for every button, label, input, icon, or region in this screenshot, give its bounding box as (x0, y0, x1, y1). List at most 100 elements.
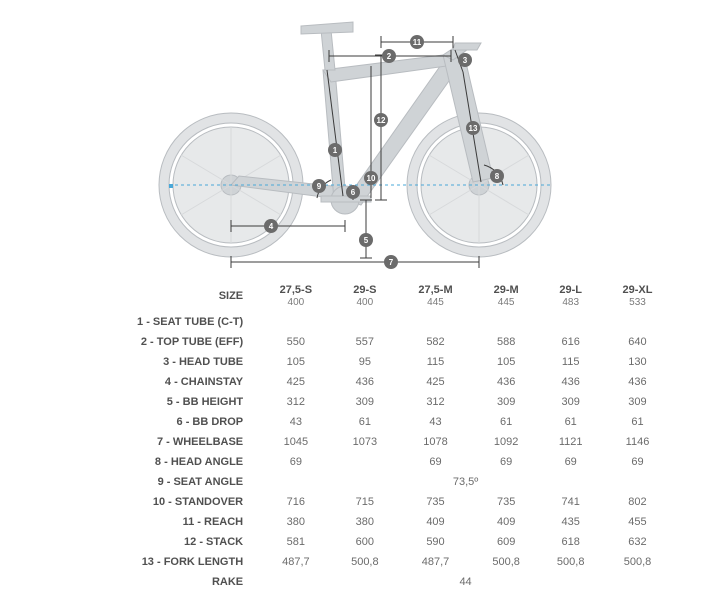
table-row: 5 - BB HEIGHT312309312309309309 (30, 392, 672, 412)
cell: 130 (603, 352, 672, 372)
size-col-1: 29-S400 (333, 280, 398, 312)
cell: 115 (397, 352, 474, 372)
marker-3: 3 (463, 56, 468, 65)
cell: 312 (259, 392, 332, 412)
cell: 436 (538, 372, 603, 392)
cell: 95 (333, 352, 398, 372)
cell: 61 (538, 412, 603, 432)
cell: 487,7 (259, 552, 332, 572)
table-row: 7 - WHEELBASE104510731078109211211146 (30, 432, 672, 452)
row-label: 4 - CHAINSTAY (30, 372, 259, 392)
row-label: 10 - STANDOVER (30, 492, 259, 512)
cell: 500,8 (474, 552, 539, 572)
table-row: 11 - REACH380380409409435455 (30, 512, 672, 532)
cell: 588 (474, 332, 539, 352)
cell: 500,8 (603, 552, 672, 572)
cell-span: 44 (259, 572, 672, 592)
size-col-5: 29-XL533 (603, 280, 672, 312)
cell: 1092 (474, 432, 539, 452)
marker-7: 7 (389, 258, 394, 267)
cell (259, 312, 332, 332)
geometry-table: SIZE 27,5-S400 29-S400 27,5-M445 29-M445… (30, 280, 672, 592)
cell: 735 (397, 492, 474, 512)
marker-10: 10 (367, 174, 376, 183)
cell (397, 312, 474, 332)
cell: 312 (397, 392, 474, 412)
header-row: SIZE 27,5-S400 29-S400 27,5-M445 29-M445… (30, 280, 672, 312)
cell: 115 (538, 352, 603, 372)
cell: 436 (603, 372, 672, 392)
marker-5: 5 (364, 236, 369, 245)
cell (603, 312, 672, 332)
cell: 455 (603, 512, 672, 532)
marker-12: 12 (377, 116, 386, 125)
table-row: 1 - SEAT TUBE (C-T) (30, 312, 672, 332)
size-col-2: 27,5-M445 (397, 280, 474, 312)
row-label: 9 - SEAT ANGLE (30, 472, 259, 492)
cell: 741 (538, 492, 603, 512)
cell (474, 312, 539, 332)
marker-4: 4 (269, 222, 274, 231)
cell: 425 (259, 372, 332, 392)
cell: 43 (259, 412, 332, 432)
cell (333, 312, 398, 332)
cell: 487,7 (397, 552, 474, 572)
cell (538, 312, 603, 332)
row-label: 12 - STACK (30, 532, 259, 552)
cell: 1121 (538, 432, 603, 452)
cell: 309 (538, 392, 603, 412)
cell: 380 (333, 512, 398, 532)
table-row: 8 - HEAD ANGLE6969696969 (30, 452, 672, 472)
table-row: RAKE44 (30, 572, 672, 592)
cell: 616 (538, 332, 603, 352)
cell: 61 (603, 412, 672, 432)
cell: 69 (397, 452, 474, 472)
cell: 435 (538, 512, 603, 532)
cell: 69 (603, 452, 672, 472)
cell: 69 (474, 452, 539, 472)
marker-6: 6 (351, 188, 356, 197)
cell: 1078 (397, 432, 474, 452)
geometry-diagram: 1 2 3 4 5 6 7 8 9 10 11 12 13 (121, 10, 581, 270)
cell: 105 (259, 352, 332, 372)
cell: 500,8 (538, 552, 603, 572)
cell: 618 (538, 532, 603, 552)
size-col-3: 29-M445 (474, 280, 539, 312)
table-row: 12 - STACK581600590609618632 (30, 532, 672, 552)
table-row: 2 - TOP TUBE (EFF)550557582588616640 (30, 332, 672, 352)
marker-9: 9 (317, 182, 322, 191)
cell: 61 (474, 412, 539, 432)
cell: 105 (474, 352, 539, 372)
cell: 409 (397, 512, 474, 532)
cell: 409 (474, 512, 539, 532)
cell: 1045 (259, 432, 332, 452)
table-row: 3 - HEAD TUBE10595115105115130 (30, 352, 672, 372)
cell (333, 452, 398, 472)
table-row: 4 - CHAINSTAY425436425436436436 (30, 372, 672, 392)
cell: 715 (333, 492, 398, 512)
size-col-0: 27,5-S400 (259, 280, 332, 312)
cell: 436 (474, 372, 539, 392)
cell: 309 (474, 392, 539, 412)
cell: 309 (603, 392, 672, 412)
row-label: 7 - WHEELBASE (30, 432, 259, 452)
cell: 69 (259, 452, 332, 472)
cell: 309 (333, 392, 398, 412)
cell: 632 (603, 532, 672, 552)
cell: 43 (397, 412, 474, 432)
row-label: 11 - REACH (30, 512, 259, 532)
cell: 1073 (333, 432, 398, 452)
cell: 557 (333, 332, 398, 352)
cell: 550 (259, 332, 332, 352)
marker-11: 11 (413, 38, 422, 47)
row-label: 3 - HEAD TUBE (30, 352, 259, 372)
cell: 582 (397, 332, 474, 352)
row-label: RAKE (30, 572, 259, 592)
table-row: 13 - FORK LENGTH487,7500,8487,7500,8500,… (30, 552, 672, 572)
row-label: 1 - SEAT TUBE (C-T) (30, 312, 259, 332)
table-row: 6 - BB DROP436143616161 (30, 412, 672, 432)
cell: 581 (259, 532, 332, 552)
marker-2: 2 (387, 52, 392, 61)
cell: 69 (538, 452, 603, 472)
table-row: 10 - STANDOVER716715735735741802 (30, 492, 672, 512)
